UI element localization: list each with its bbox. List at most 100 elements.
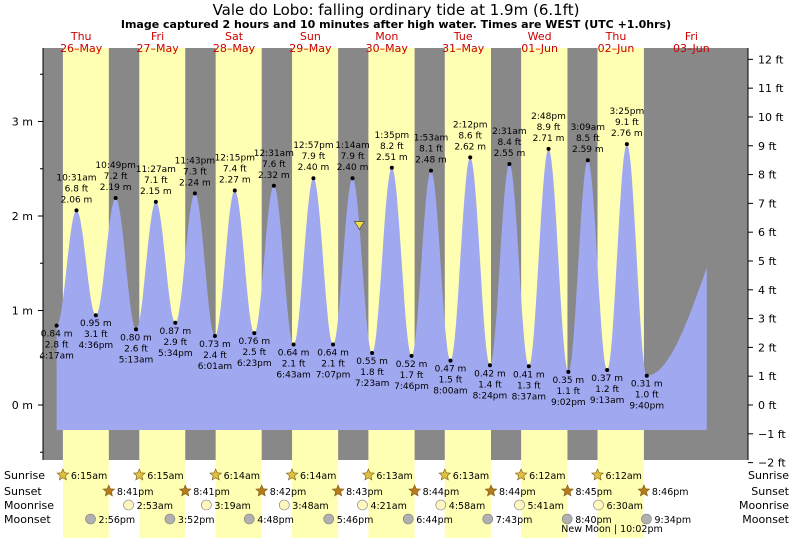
tide-time-label: 8:37am	[512, 392, 547, 402]
sunrise-icon	[132, 468, 146, 481]
tide-time-label: 2:31am	[492, 127, 527, 137]
tide-time-label: 5:34pm	[158, 349, 193, 359]
tide-point	[389, 165, 394, 170]
tide-ft-label: 7.4 ft	[223, 164, 247, 174]
tide-time-label: 6:23pm	[237, 359, 272, 369]
day-name: Sat	[225, 30, 244, 43]
right-tick-label: 11 ft	[758, 82, 784, 95]
day-name: Thu	[605, 30, 627, 43]
right-tick-label: 12 ft	[758, 53, 784, 66]
tide-point	[566, 369, 571, 374]
right-tick-label: 5 ft	[758, 255, 777, 268]
right-tick-label: 3 ft	[758, 313, 777, 326]
tide-point	[331, 342, 336, 347]
day-date: 31–May	[442, 42, 485, 55]
new-moon-note: New Moon | 10:02pm	[561, 524, 663, 535]
moonrise-icon	[435, 499, 447, 511]
moonset-time: 5:46pm	[337, 515, 374, 526]
tide-m-label: 2.27 m	[219, 175, 251, 185]
tide-point	[134, 327, 139, 332]
tide-ft-label: 2.8 ft	[45, 341, 69, 351]
tide-time-label: 2:12pm	[453, 120, 488, 130]
day-name: Thu	[70, 30, 92, 43]
moonset-time: 4:48pm	[257, 515, 294, 526]
tide-ft-label: 1.3 ft	[517, 381, 541, 391]
tide-m-label: 2.40 m	[337, 163, 369, 173]
tide-ft-label: 1.8 ft	[360, 368, 384, 378]
day-headers: Thu26–MayFri27–MaySat28–MaySun29–MayMon3…	[60, 30, 710, 55]
moonset-icon	[243, 513, 255, 525]
sunset-time: 8:41pm	[117, 487, 154, 498]
tide-m-label: 0.42 m	[474, 369, 506, 379]
moonrise-time: 5:41am	[527, 501, 563, 512]
sunset-icon	[637, 484, 651, 497]
sunrise-time: 6:12am	[606, 471, 642, 482]
tide-time-label: 7:46pm	[394, 382, 429, 392]
right-tick-label: 6 ft	[758, 226, 777, 239]
tide-ft-label: 8.4 ft	[498, 138, 522, 148]
tide-time-label: 6:43am	[276, 371, 311, 381]
tide-point	[74, 208, 79, 213]
tide-time-label: 4:36pm	[78, 341, 113, 351]
tide-m-label: 2.51 m	[376, 153, 408, 163]
sunrise-time: 6:13am	[376, 471, 412, 482]
tide-ft-label: 2.4 ft	[203, 351, 227, 361]
left-tick-label: 0 m	[12, 399, 33, 412]
tide-time-label: 8:24pm	[473, 391, 508, 401]
right-tick-label: 9 ft	[758, 140, 777, 153]
sunset-icon	[255, 484, 269, 497]
tide-ft-label: 1.0 ft	[635, 391, 659, 401]
tide-time-label: 11:43pm	[175, 156, 215, 166]
tide-m-label: 0.52 m	[396, 360, 428, 370]
tide-time-label: 3:25pm	[610, 107, 645, 117]
right-tick-label: 2 ft	[758, 341, 777, 354]
moonrise-time: 3:48am	[292, 501, 328, 512]
tide-ft-label: 7.2 ft	[104, 172, 128, 182]
day-date: 02–Jun	[598, 42, 635, 55]
tide-ft-label: 1.4 ft	[478, 380, 502, 390]
day-date: 03–Jun	[673, 42, 710, 55]
moonrise-icon	[278, 499, 290, 511]
sunrise-icon	[591, 468, 604, 481]
sunset-time: 8:42pm	[270, 487, 307, 498]
moonset-icon	[402, 513, 414, 525]
tide-m-label: 0.84 m	[41, 330, 73, 340]
tide-point	[448, 358, 453, 363]
tide-m-label: 2.15 m	[140, 187, 172, 197]
tide-ft-label: 8.2 ft	[380, 142, 404, 152]
tide-point	[526, 364, 531, 369]
chart-subtitle: Image captured 2 hours and 10 minutes af…	[121, 18, 671, 31]
tide-m-label: 2.59 m	[572, 145, 604, 155]
sunset-icon	[408, 484, 422, 497]
left-tick-label: 1 m	[12, 305, 33, 318]
tide-ft-label: 7.6 ft	[262, 160, 286, 170]
tide-ft-label: 2.6 ft	[124, 344, 148, 354]
tide-ft-label: 7.3 ft	[183, 167, 207, 177]
tide-area	[56, 144, 707, 430]
tide-time-label: 1:35pm	[374, 131, 409, 141]
tide-time-label: 1:53am	[414, 134, 449, 144]
moonrise-icon	[357, 499, 368, 511]
moonset-time: 2:56pm	[99, 515, 136, 526]
tide-point	[232, 188, 237, 193]
sunrise-time: 6:12am	[529, 471, 565, 482]
sunrise-icon	[285, 468, 299, 481]
moonset-row-label: Moonset	[4, 513, 51, 526]
sunrise-time: 6:15am	[71, 471, 107, 482]
sunrise-icon	[514, 468, 528, 481]
tide-m-label: 2.55 m	[494, 149, 526, 159]
tide-ft-label: 8.6 ft	[458, 131, 482, 141]
day-date: 30–May	[366, 42, 409, 55]
tide-time-label: 12:15pm	[215, 153, 255, 163]
axes: 0 m 1 m 2 m 3 m −2 ft −1 ft 0 ft 1 ft 2 ft 3 ft 4 …	[12, 48, 786, 470]
tide-point	[252, 331, 257, 336]
tide-point	[487, 363, 492, 368]
right-tick-label: 8 ft	[758, 169, 777, 182]
moonset-time: 3:52pm	[178, 515, 215, 526]
moonset-icon	[561, 513, 573, 525]
sunset-icon	[178, 484, 192, 497]
tide-time-label: 1:14am	[335, 141, 370, 151]
tide-ft-label: 1.7 ft	[400, 371, 424, 381]
day-name: Fri	[685, 30, 698, 43]
